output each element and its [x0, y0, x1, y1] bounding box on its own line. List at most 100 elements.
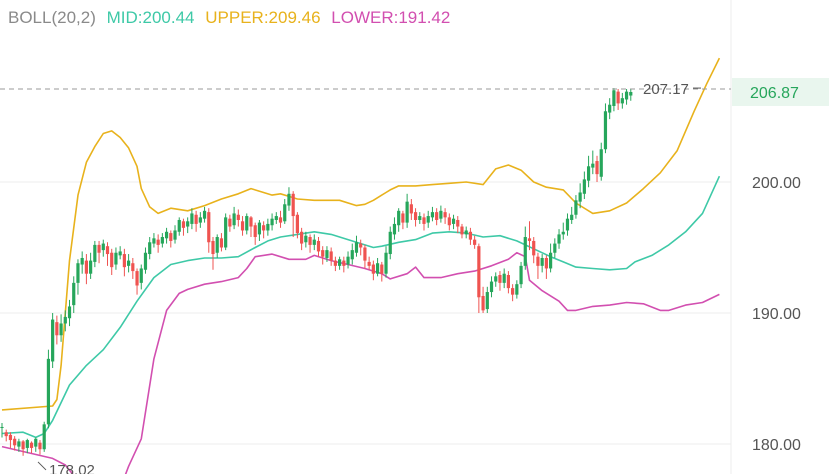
candle-body: [67, 306, 72, 319]
candle: [101, 239, 105, 257]
candle: [553, 238, 557, 258]
current-price-box: [732, 78, 829, 107]
candle: [329, 247, 333, 266]
candle-body: [430, 212, 435, 218]
candle: [515, 280, 519, 299]
candle: [447, 213, 451, 231]
candle: [207, 208, 211, 253]
candle-body: [523, 237, 527, 266]
candle: [219, 233, 224, 252]
candle: [375, 257, 380, 277]
candle: [148, 237, 152, 260]
candle-body: [215, 237, 219, 253]
candle-body: [105, 246, 110, 255]
candle: [371, 260, 375, 281]
candle: [342, 256, 346, 273]
candle-body: [283, 204, 287, 222]
candle: [249, 216, 253, 238]
candle: [354, 235, 359, 257]
candle: [160, 233, 164, 248]
candle: [143, 247, 148, 274]
candle-body: [156, 239, 160, 245]
candle: [418, 212, 422, 224]
candle-body: [532, 240, 536, 256]
candle-body: [89, 260, 93, 274]
candle: [84, 254, 88, 285]
candle-body: [321, 250, 325, 257]
candle-body: [342, 260, 346, 266]
candle: [270, 213, 274, 231]
candle: [346, 251, 350, 269]
candle-body: [232, 213, 236, 226]
candle: [257, 219, 262, 241]
candle: [67, 299, 72, 327]
candle: [228, 214, 232, 232]
candle: [287, 187, 291, 211]
candle-body: [473, 239, 477, 245]
candle-body: [131, 263, 135, 272]
candle: [72, 276, 76, 313]
candle-body: [329, 251, 333, 261]
candle-body: [591, 163, 595, 168]
candle-body: [629, 92, 633, 96]
candle: [164, 227, 169, 244]
candle: [4, 429, 8, 442]
indicator-name: BOLL(20,2): [8, 8, 96, 27]
candle-body: [511, 288, 515, 295]
candle: [363, 244, 367, 269]
candle-body: [46, 358, 51, 425]
candle-body: [253, 225, 257, 238]
candle-body: [76, 263, 80, 283]
candle-body: [612, 90, 616, 107]
candle-body: [316, 240, 321, 252]
candle-body: [181, 221, 186, 228]
candle-body: [565, 218, 570, 231]
candle: [494, 272, 498, 287]
candle-body: [333, 260, 337, 266]
candle-body: [540, 257, 544, 266]
candle-body: [101, 243, 105, 251]
candle-body: [160, 237, 164, 244]
candle: [25, 438, 29, 454]
candle-body: [388, 231, 392, 255]
candle-body: [401, 213, 405, 223]
candle: [295, 212, 299, 239]
candle-body: [295, 214, 299, 234]
candle-body: [519, 265, 523, 285]
candle: [413, 208, 418, 227]
candle-body: [608, 104, 612, 113]
candle: [139, 264, 143, 290]
candle-body: [55, 322, 59, 336]
candle-body: [599, 149, 603, 177]
candle-body: [549, 252, 553, 269]
candle-body: [63, 316, 67, 324]
candle-body: [384, 252, 388, 274]
candle-body: [228, 218, 232, 227]
candle-body: [152, 238, 156, 244]
candle-body: [426, 216, 430, 223]
high-price-label: 207.17: [643, 81, 689, 98]
candle: [240, 216, 245, 236]
candle: [591, 150, 595, 175]
candle: [80, 251, 84, 274]
candle-body: [84, 260, 88, 274]
candle-body: [72, 282, 76, 306]
candle-body: [515, 284, 519, 295]
candle: [565, 213, 570, 236]
candle-body: [266, 223, 270, 231]
candle: [523, 226, 527, 270]
candle: [456, 216, 460, 234]
candle: [215, 234, 219, 258]
candle: [464, 226, 468, 239]
candle-body: [224, 217, 228, 248]
candle-body: [557, 234, 561, 244]
candle: [190, 208, 194, 230]
candle: [405, 193, 409, 228]
candle-body: [21, 441, 25, 450]
candle-body: [186, 221, 190, 227]
candle: [198, 212, 202, 228]
candle-body: [397, 210, 401, 226]
candle-body: [207, 212, 211, 243]
candle-body: [211, 240, 215, 255]
